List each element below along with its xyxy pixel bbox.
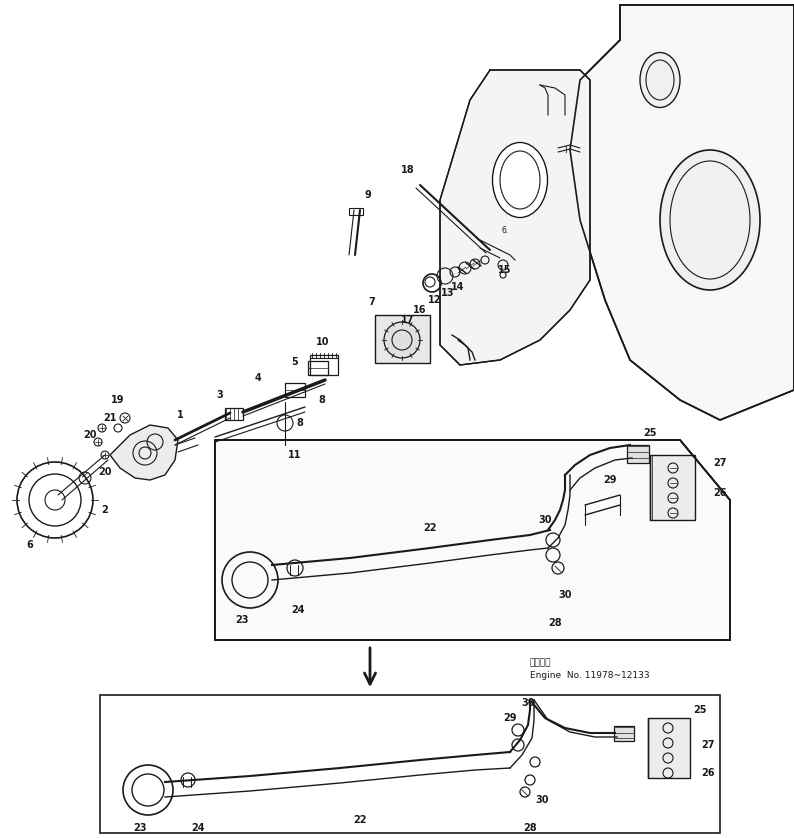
Bar: [308, 361, 328, 375]
Text: 19: 19: [111, 395, 125, 405]
Text: 10: 10: [316, 337, 330, 347]
Text: 20: 20: [83, 430, 97, 440]
Text: 8: 8: [297, 418, 303, 428]
Text: 4: 4: [255, 373, 261, 383]
Text: 17: 17: [401, 315, 414, 325]
Text: 6.: 6.: [501, 225, 509, 235]
Ellipse shape: [640, 53, 680, 107]
Text: 30: 30: [521, 698, 534, 708]
Bar: [310, 355, 338, 375]
Text: 24: 24: [291, 605, 305, 615]
Text: 24: 24: [191, 823, 205, 833]
Text: 12: 12: [428, 295, 441, 305]
Text: 6: 6: [27, 540, 33, 550]
Text: 18: 18: [401, 165, 414, 175]
Bar: [375, 315, 430, 363]
Text: 28: 28: [523, 823, 537, 833]
Text: 3: 3: [217, 390, 223, 400]
Text: 2: 2: [102, 505, 108, 515]
Text: 7: 7: [368, 297, 376, 307]
Polygon shape: [648, 718, 690, 778]
Text: 25: 25: [643, 428, 657, 438]
Text: 30: 30: [538, 515, 552, 525]
Polygon shape: [110, 425, 178, 480]
Text: 25: 25: [693, 705, 707, 715]
Text: 8: 8: [318, 395, 326, 405]
Text: 21: 21: [103, 413, 117, 423]
Text: 27: 27: [713, 458, 727, 468]
Text: Engine  No. 11978~12133: Engine No. 11978~12133: [530, 671, 649, 680]
Text: 9: 9: [364, 190, 372, 200]
Polygon shape: [570, 5, 794, 420]
Bar: [349, 208, 363, 215]
Text: 22: 22: [423, 523, 437, 533]
Text: 20: 20: [98, 467, 112, 477]
Text: 14: 14: [451, 282, 464, 292]
Polygon shape: [650, 455, 695, 520]
Text: 5: 5: [291, 357, 299, 367]
Text: 29: 29: [503, 713, 517, 723]
Text: 11: 11: [288, 450, 302, 460]
Bar: [614, 726, 634, 741]
Text: 適用号簿: 適用号簿: [530, 658, 552, 667]
Text: 23: 23: [133, 823, 147, 833]
Text: 22: 22: [353, 815, 367, 825]
Bar: [285, 383, 305, 397]
Bar: [100, 695, 720, 833]
Bar: [627, 445, 649, 463]
Text: 15: 15: [499, 265, 512, 275]
Text: 30: 30: [558, 590, 572, 600]
Text: 16: 16: [413, 305, 426, 315]
Polygon shape: [440, 70, 590, 365]
Text: 28: 28: [548, 618, 562, 628]
Polygon shape: [215, 440, 730, 640]
Text: 13: 13: [441, 288, 455, 298]
Text: 29: 29: [603, 475, 617, 485]
Text: 27: 27: [701, 740, 715, 750]
Bar: [225, 408, 243, 420]
Text: 30: 30: [535, 795, 549, 805]
Ellipse shape: [492, 142, 548, 218]
Text: 26: 26: [701, 768, 715, 778]
Text: 26: 26: [713, 488, 727, 498]
Text: I: I: [564, 146, 566, 154]
Circle shape: [384, 322, 420, 358]
Text: 23: 23: [235, 615, 249, 625]
Text: 1: 1: [176, 410, 183, 420]
Ellipse shape: [660, 150, 760, 290]
